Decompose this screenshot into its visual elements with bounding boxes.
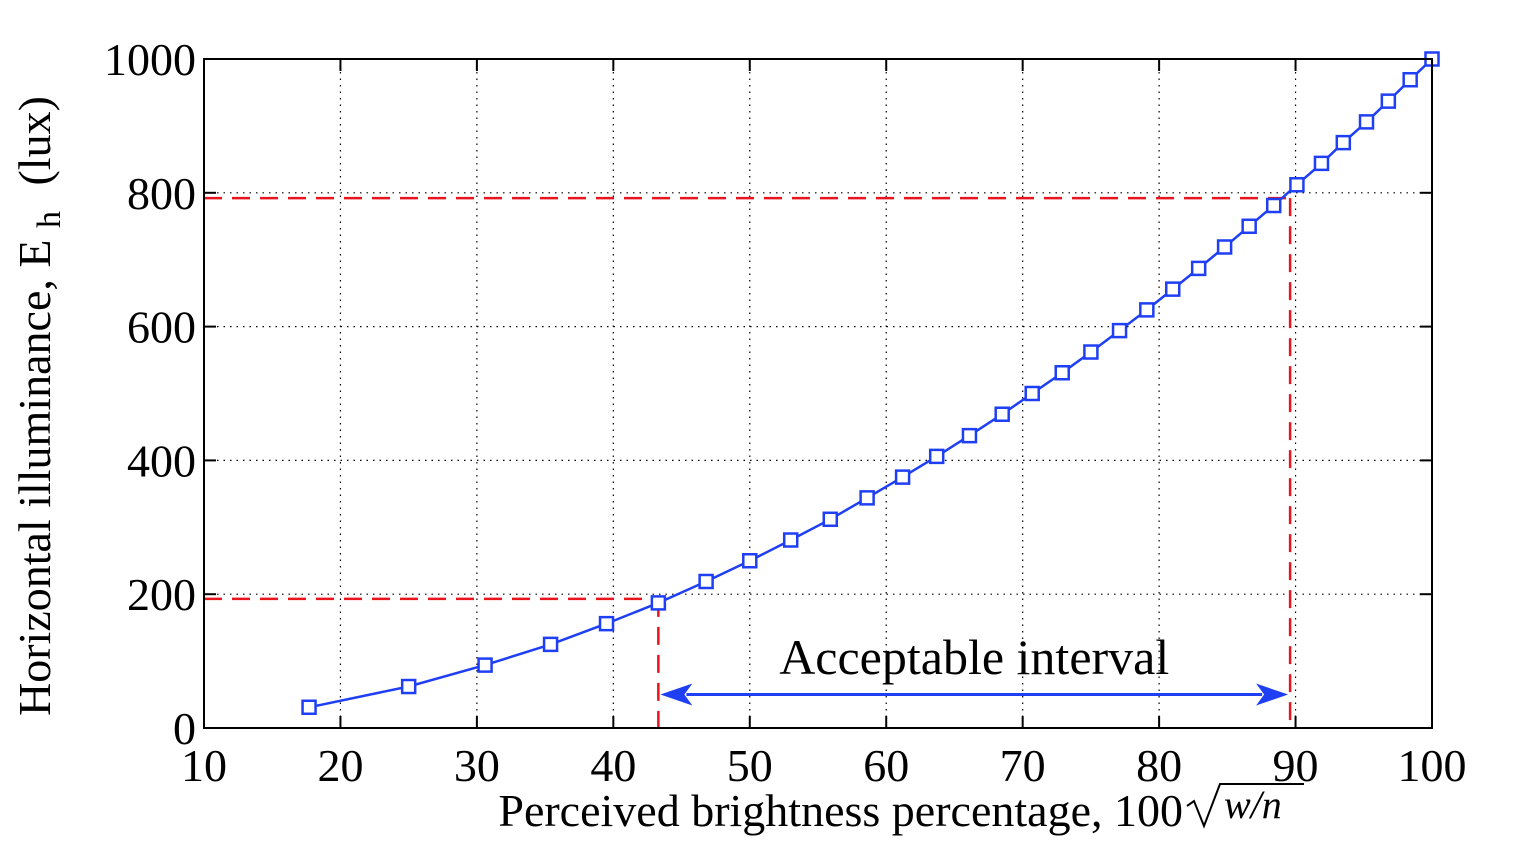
x-axis-label-text: Perceived brightness percentage, 100	[498, 785, 1183, 836]
plot-frame	[203, 58, 1433, 729]
y-axis-label-unit: (lux)	[9, 96, 60, 185]
x-tick-label: 20	[317, 740, 363, 791]
x-tick-label: 100	[1398, 740, 1467, 791]
x-tick-label: 30	[454, 740, 500, 791]
x-axis-label: Perceived brightness percentage, 100	[498, 785, 1183, 836]
x-tick-label: 80	[1136, 740, 1182, 791]
annotation-arrowhead-left	[660, 683, 693, 706]
x-tick-label: 60	[863, 740, 909, 791]
x-axis-label-radicand: w/n	[1224, 782, 1282, 827]
annotation-layer	[660, 683, 1289, 706]
data-point	[1139, 302, 1155, 318]
data-point	[1083, 344, 1099, 360]
data-point	[1190, 260, 1207, 277]
data-point	[542, 636, 559, 653]
data-point	[994, 406, 1010, 422]
data-point	[698, 573, 714, 590]
y-tick-label: 0	[173, 703, 196, 754]
series-line	[308, 58, 1433, 709]
y-axis-label-subscript: h	[31, 211, 68, 228]
data-point	[1335, 134, 1352, 151]
sqrt-sign	[1186, 783, 1304, 829]
data-point	[1380, 93, 1397, 109]
data-point	[1024, 385, 1040, 402]
data-point	[961, 427, 978, 444]
data-point	[1216, 239, 1233, 255]
data-point	[1111, 322, 1128, 339]
y-axis-label-group: Horizontal illuminance, E h (lux)	[9, 96, 70, 716]
data-point	[1289, 177, 1305, 193]
data-point	[742, 553, 758, 569]
data-point	[1402, 71, 1418, 88]
data-point	[1054, 365, 1070, 381]
data-point	[859, 490, 875, 506]
x-axis-label-group: Perceived brightness percentage, 100 w/n	[498, 782, 1304, 836]
y-axis-label: Horizontal illuminance, E h (lux)	[9, 96, 70, 716]
data-point	[1313, 155, 1330, 172]
x-tick-label: 40	[590, 740, 636, 791]
y-tick-label: 200	[127, 569, 196, 620]
y-tick-label: 1000	[104, 34, 196, 85]
data-point	[928, 448, 945, 465]
data-point	[1265, 197, 1282, 214]
data-point	[782, 532, 799, 548]
x-tick-label: 50	[727, 740, 773, 791]
annotation-label: Acceptable interval	[779, 629, 1169, 685]
data-point	[1241, 218, 1257, 234]
x-tick-label: 90	[1273, 740, 1319, 791]
data-point	[650, 595, 667, 611]
reference-lines	[204, 196, 1292, 728]
data-point	[1358, 114, 1375, 130]
x-tick-label: 70	[1000, 740, 1046, 791]
data-point	[477, 657, 493, 673]
data-point	[598, 615, 615, 632]
series-layer	[301, 51, 1440, 716]
data-point	[1165, 281, 1181, 297]
y-tick-label: 400	[127, 435, 196, 486]
data-point	[894, 469, 911, 485]
y-tick-label: 800	[127, 168, 196, 219]
y-tick-label: 600	[127, 302, 196, 353]
data-point	[301, 699, 317, 716]
annotation-arrowhead-right	[1256, 683, 1289, 706]
data-point	[822, 511, 839, 528]
y-axis-label-text: Horizontal illuminance, E	[9, 240, 60, 716]
data-point	[400, 678, 417, 695]
x-tick-label: 10	[181, 740, 227, 791]
grid	[204, 59, 1432, 728]
